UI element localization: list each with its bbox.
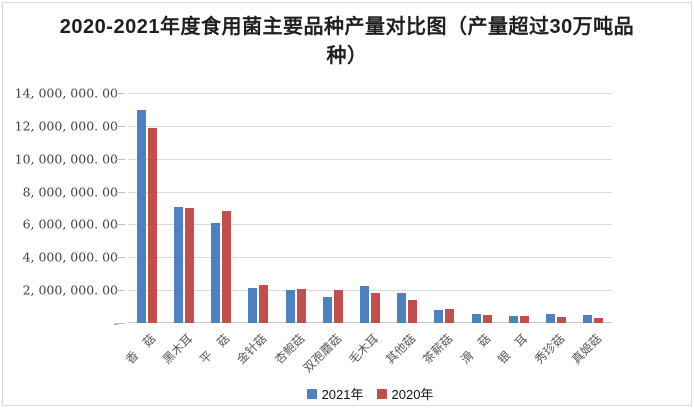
bar-2021年 (136, 110, 146, 323)
y-axis-tick (116, 191, 125, 193)
bar-2021年 (434, 309, 444, 323)
category-7: 毛木耳 (346, 93, 388, 367)
bar-2020年 (259, 285, 269, 323)
y-axis-tick (116, 224, 125, 226)
bar-2021年 (471, 313, 481, 323)
plot-area: 香 菇黑木耳平 菇金针菇 杏鲍菇 双孢蘑菇 毛木耳 其他菇 茶薪菇滑 菇银 耳秀珍菇 真姬菇 (116, 93, 612, 375)
bar-2020年 (594, 317, 604, 323)
y-axis-label: 8, 000, 000. 00 (22, 184, 118, 200)
bar-2021年 (360, 286, 370, 323)
bar-pair (322, 93, 343, 323)
bar-pair (397, 93, 418, 323)
y-axis-label: 12, 000, 000. 00 (14, 118, 118, 134)
bar-2021年 (546, 313, 556, 323)
gridline (128, 93, 612, 94)
gridline (128, 158, 612, 160)
category-10: 滑 菇 (458, 93, 500, 367)
y-axis-label: 2, 000, 000. 00 (22, 282, 118, 298)
legend-label: 2020年 (391, 387, 434, 402)
bar-2020年 (519, 316, 529, 323)
bar-2020年 (482, 314, 492, 323)
category-9: 茶薪菇 (420, 93, 463, 367)
y-axis-tick (116, 158, 125, 160)
bar-pair (136, 93, 157, 323)
gridline (128, 224, 612, 226)
bar-2020年 (333, 289, 343, 323)
chart-title: 2020-2021年度食用菌主要品种产量对比图（产量超过30万吨品种） (59, 16, 635, 67)
bar-2020年 (371, 292, 381, 323)
bar-2020年 (445, 309, 455, 323)
y-axis-tick (116, 125, 125, 127)
bar-pair (211, 93, 232, 323)
legend: 2021年 2020年 (128, 384, 612, 403)
x-axis-line (128, 322, 612, 323)
y-axis-label: 4, 000, 000. 00 (22, 249, 118, 265)
bar-2021年 (173, 207, 183, 323)
gridline (128, 290, 612, 292)
bar-pair (434, 93, 455, 323)
y-axis-label: - (114, 316, 118, 331)
bar-pair (583, 93, 604, 323)
bar-2021年 (211, 222, 221, 323)
bar-2021年 (508, 316, 518, 323)
y-axis-labels: 14, 000, 000. 00 12, 000, 000. 00 10, 000,… (0, 86, 118, 331)
legend-swatch-icon (306, 388, 317, 399)
bar-2020年 (222, 210, 232, 323)
bar-2021年 (248, 288, 258, 323)
y-axis-tick (116, 290, 125, 292)
category-8: 其他菇 (383, 93, 426, 367)
bar-2021年 (285, 289, 295, 323)
category-4: 金针菇 (234, 93, 277, 367)
category-11: 银 耳 (495, 93, 537, 367)
category-12: 秀珍菇 (532, 93, 575, 367)
bar-2021年 (322, 296, 332, 323)
bar-pair (471, 93, 492, 323)
bar-pair (360, 93, 381, 323)
bar-pair (248, 93, 269, 323)
bar-2020年 (296, 288, 306, 323)
category-3: 平 菇 (197, 93, 239, 367)
categories: 香 菇黑木耳平 菇金针菇 杏鲍菇 双孢蘑菇 毛木耳 其他菇 茶薪菇滑 菇银 耳秀珍菇 真姬菇 (123, 93, 612, 375)
y-axis-tick (116, 323, 125, 324)
y-axis-label: 14, 000, 000. 00 (14, 85, 118, 101)
bar-pair (173, 93, 194, 323)
y-axis-tick (116, 257, 125, 259)
bar-2020年 (557, 316, 567, 323)
bar-2020年 (147, 127, 157, 323)
bar-2021年 (397, 292, 407, 323)
bar-pair (285, 93, 306, 323)
legend-label: 2021年 (321, 387, 364, 402)
bar-pair (508, 93, 529, 323)
bar-2020年 (408, 299, 418, 323)
legend-item-2021年: 2021年 (306, 384, 364, 403)
legend-swatch-icon (376, 388, 387, 399)
legend-item-2020年: 2020年 (376, 384, 434, 403)
y-axis-label: 6, 000, 000. 00 (22, 216, 118, 232)
category-13: 真姬菇 (569, 93, 612, 367)
category-6: 双孢蘑菇 (300, 93, 351, 375)
gridline (128, 257, 612, 259)
y-axis-label: 10, 000, 000. 00 (14, 151, 118, 167)
gridline (128, 125, 612, 127)
bar-2020年 (184, 207, 194, 323)
gridline (128, 191, 612, 193)
category-5: 杏鲍菇 (272, 93, 314, 367)
y-axis-tick (116, 93, 125, 94)
bar-2021年 (583, 315, 593, 323)
category-1: 香 菇 (123, 93, 165, 367)
bar-pair (546, 93, 567, 323)
category-2: 黑木耳 (160, 93, 202, 367)
